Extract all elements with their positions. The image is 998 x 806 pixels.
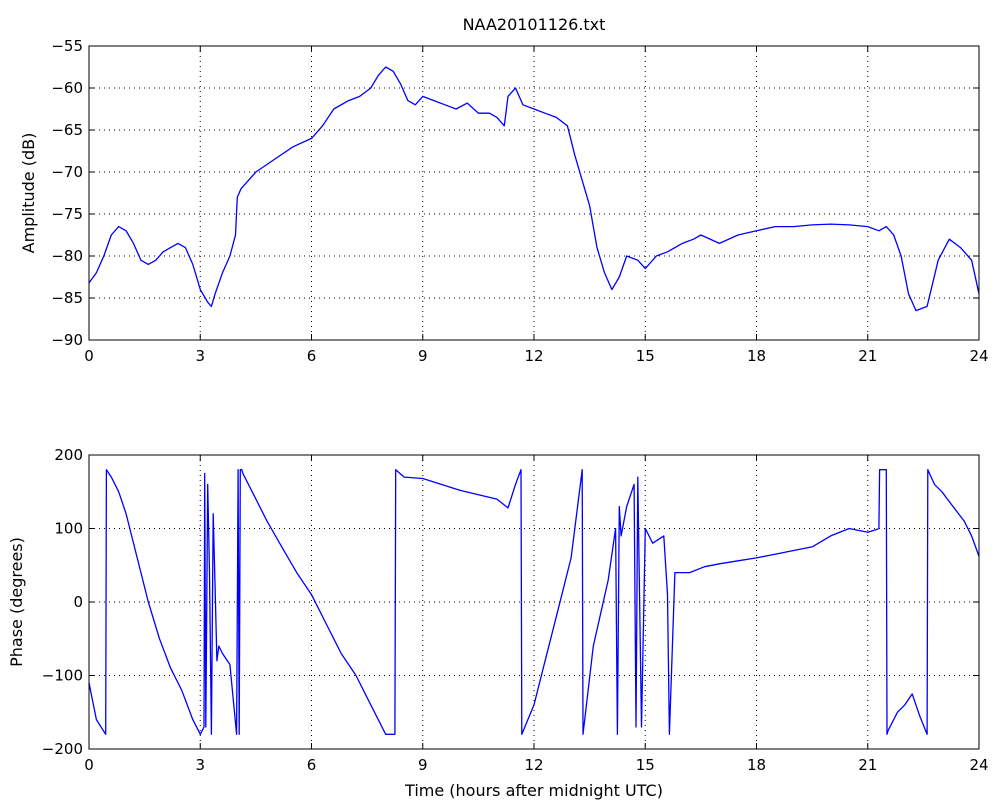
- x-tick-label: 6: [307, 756, 317, 774]
- series-line: [88, 469, 980, 735]
- x-axis-label: Time (hours after midnight UTC): [404, 781, 663, 800]
- x-tick-label: 18: [747, 347, 766, 365]
- x-tick-label: 15: [636, 756, 655, 774]
- y-tick-label: −65: [51, 121, 83, 139]
- y-tick-label: −85: [51, 289, 83, 307]
- x-tick-label: 12: [524, 347, 543, 365]
- y-tick-label: −90: [51, 331, 83, 349]
- y-tick-label: −100: [42, 667, 83, 685]
- x-tick-label: 3: [195, 347, 205, 365]
- phase-panel: 0 3 6 9 12 15 18 21 24 200 100 0 −100 −200 Time (hours…: [7, 446, 989, 800]
- x-tick-label: 0: [84, 347, 94, 365]
- x-tick-label: 24: [969, 756, 988, 774]
- y-tick-label: −200: [42, 740, 83, 758]
- y-tick-label: 100: [54, 520, 83, 538]
- y-tick-label: −80: [51, 247, 83, 265]
- x-tick-label: 3: [195, 756, 205, 774]
- y-tick-label: 0: [73, 593, 83, 611]
- x-tick-label: 12: [524, 756, 543, 774]
- x-tick-label: 9: [418, 756, 428, 774]
- y-axis-label: Phase (degrees): [7, 537, 26, 667]
- y-tick-label: −70: [51, 163, 83, 181]
- axes-frame: [88, 45, 980, 341]
- grid-lines: [89, 455, 979, 749]
- x-tick-label: 21: [858, 347, 877, 365]
- series-line: [88, 66, 980, 312]
- x-tick-label: 6: [307, 347, 317, 365]
- x-tick-label: 0: [84, 756, 94, 774]
- x-tick-label: 18: [747, 756, 766, 774]
- x-tick-label: 21: [858, 756, 877, 774]
- amplitude-panel: 0 3 6 9 12 15 18 21 24 −55 −60 −65 −70 −75 −80 −85 −90 NA…: [19, 15, 989, 365]
- y-axis-label: Amplitude (dB): [19, 133, 38, 254]
- x-tick-label: 24: [969, 347, 988, 365]
- axes-frame: [88, 454, 980, 750]
- y-tick-label: −60: [51, 79, 83, 97]
- chart-title: NAA20101126.txt: [463, 15, 606, 34]
- y-tick-label: 200: [54, 446, 83, 464]
- grid-lines: [89, 46, 979, 340]
- x-tick-label: 9: [418, 347, 428, 365]
- x-tick-label: 15: [636, 347, 655, 365]
- y-tick-label: −55: [51, 37, 83, 55]
- y-tick-label: −75: [51, 205, 83, 223]
